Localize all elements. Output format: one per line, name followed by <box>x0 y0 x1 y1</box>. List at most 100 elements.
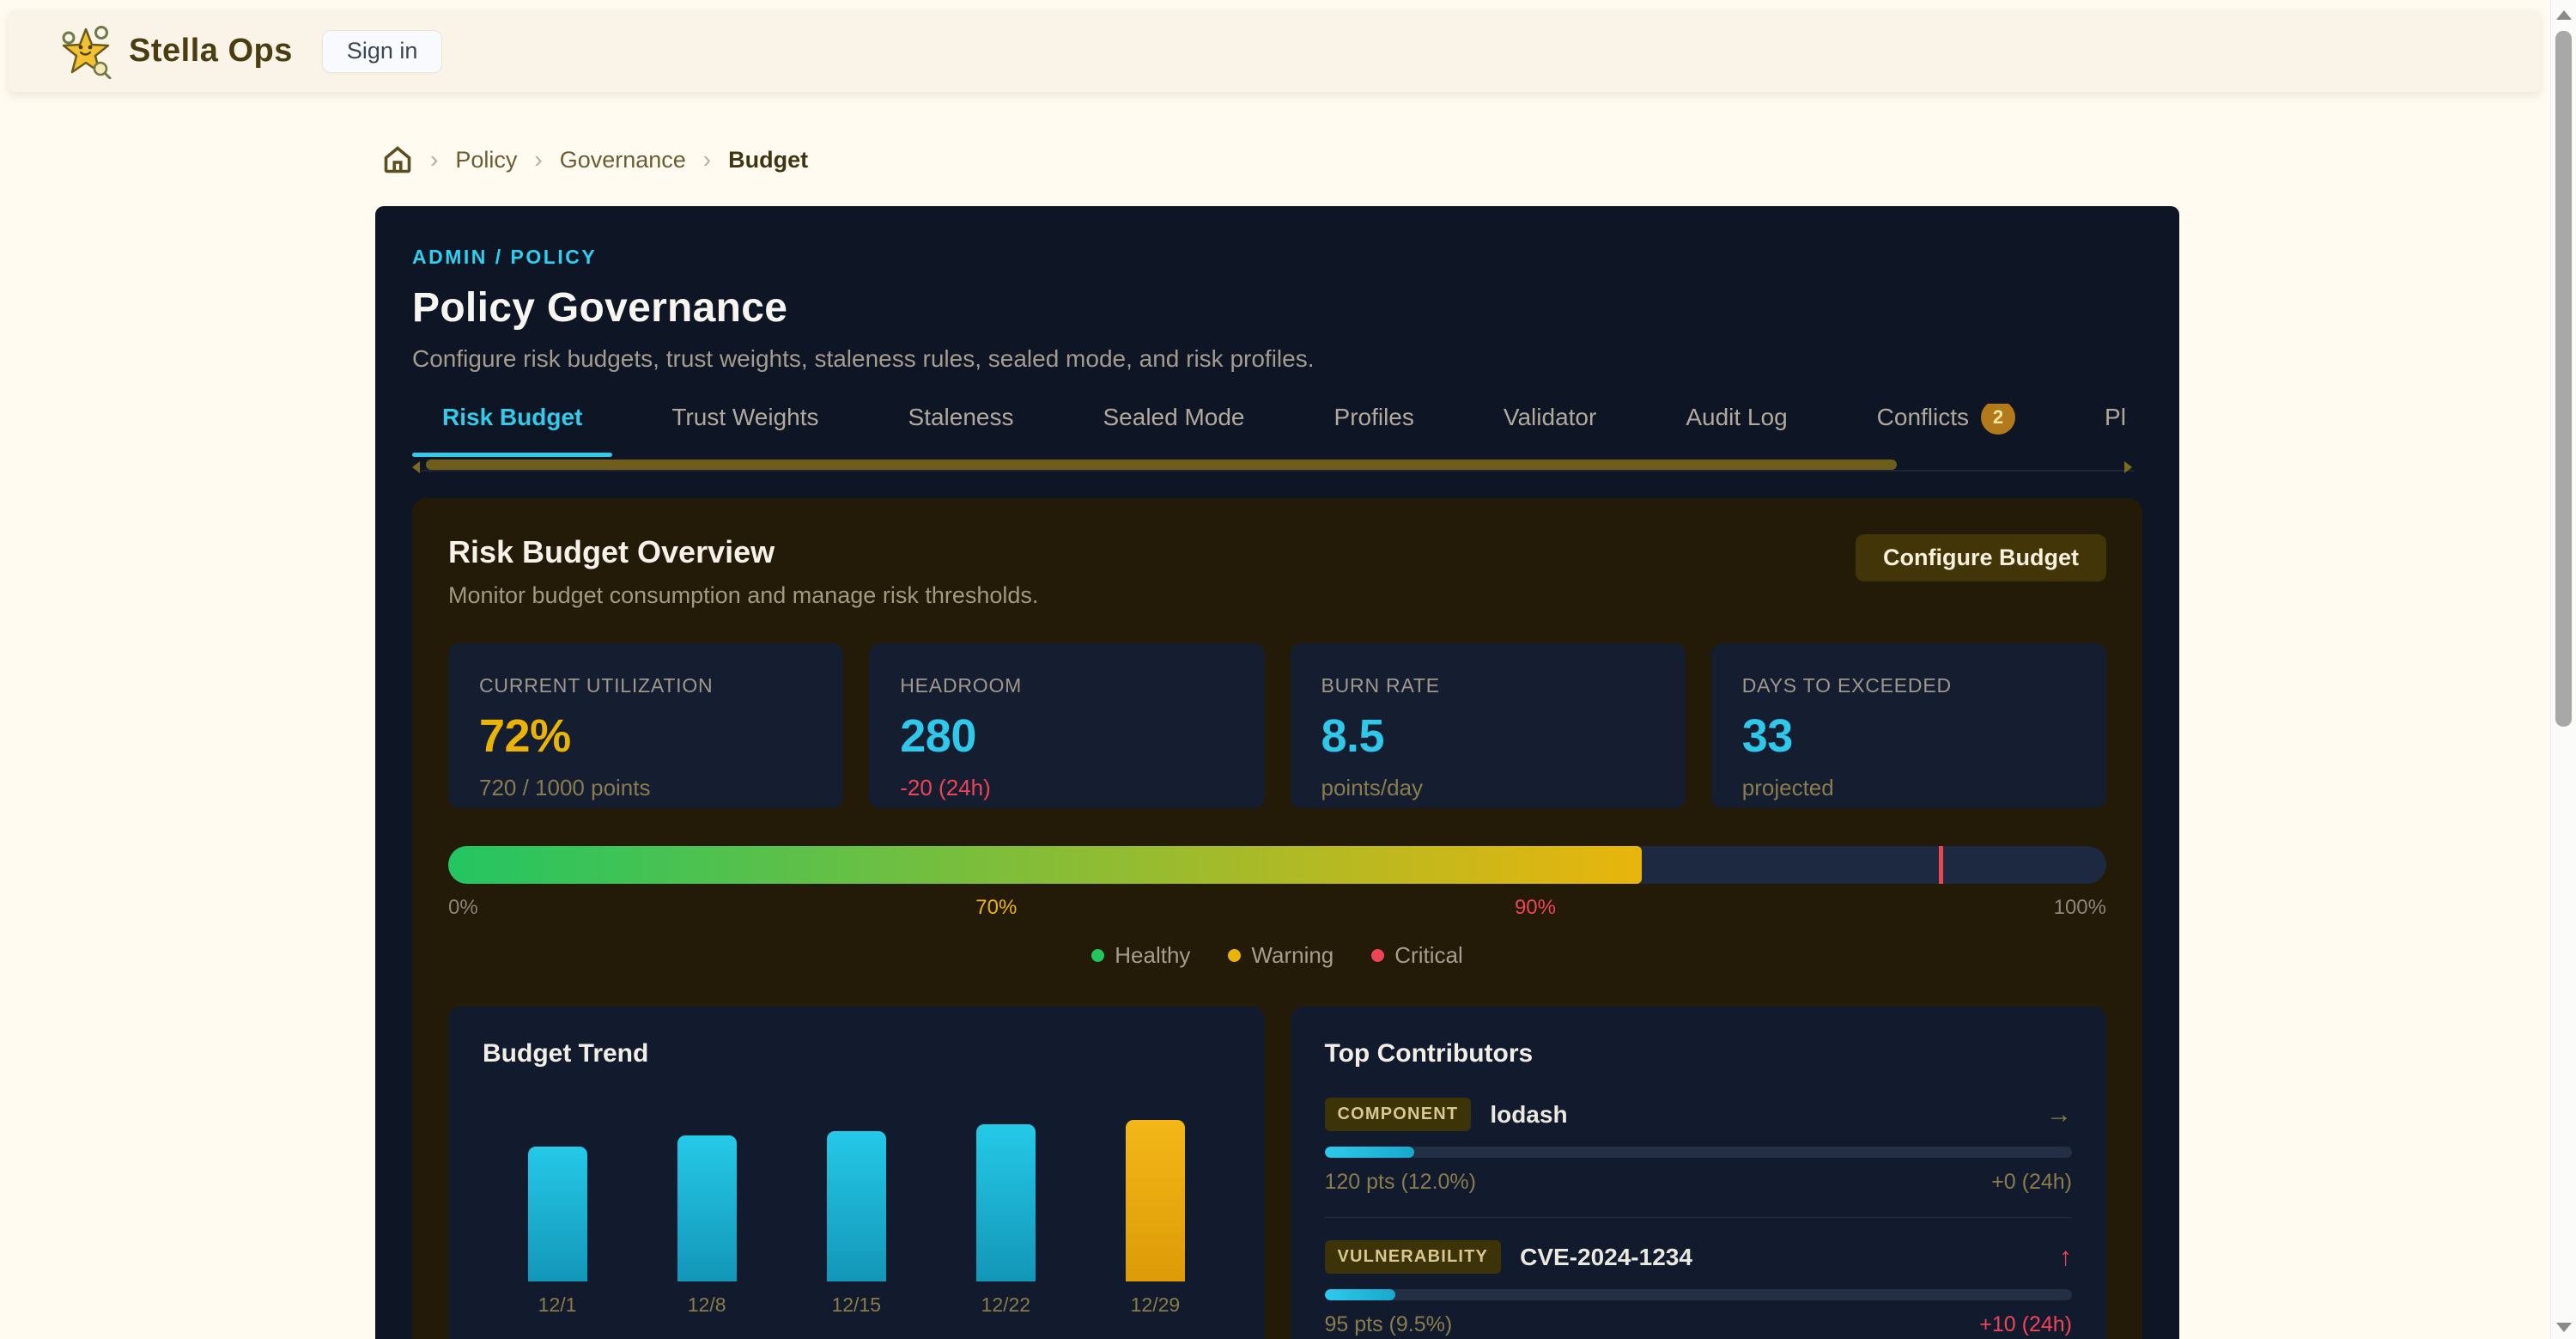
breadcrumb-policy[interactable]: Policy <box>455 147 517 173</box>
scroll-left-arrow-icon[interactable] <box>412 461 420 473</box>
tab-label: Trust Weights <box>671 404 818 431</box>
tabs-scrollbar-track[interactable] <box>421 470 2134 472</box>
contributors-list: COMPONENTlodash→120 pts (12.0%)+0 (24h)V… <box>1325 1098 2073 1339</box>
budget-trend-card: Budget Trend 12/112/812/1512/2212/29 <box>448 1007 1265 1339</box>
contributor-points: 120 pts (12.0%) <box>1325 1170 1477 1195</box>
stat-label: HEADROOM <box>900 674 1233 697</box>
stats-grid: CURRENT UTILIZATION72%720 / 1000 pointsH… <box>448 643 2106 808</box>
configure-budget-button[interactable]: Configure Budget <box>1856 534 2106 581</box>
trend-bar-label: 12/1 <box>493 1293 622 1317</box>
conflicts-count-badge: 2 <box>1981 404 2015 435</box>
stat-label: DAYS TO EXCEEDED <box>1742 674 2075 697</box>
scrollbar-down-arrow-icon[interactable] <box>2556 1323 2572 1332</box>
top-contributors-card: Top Contributors COMPONENTlodash→120 pts… <box>1291 1007 2107 1339</box>
overview-subtitle: Monitor budget consumption and manage ri… <box>448 582 1038 609</box>
tab-label: Pl <box>2105 404 2126 431</box>
tab-conflicts[interactable]: Conflicts 2 <box>1847 404 2045 457</box>
browser-viewport: Stella Ops Sign in › Policy › Governance… <box>0 0 2576 1339</box>
trend-bar-slot <box>642 1135 771 1281</box>
legend-dot-icon <box>1228 949 1241 962</box>
sign-in-button[interactable]: Sign in <box>322 30 443 73</box>
scrollbar-up-arrow-icon[interactable] <box>2556 10 2572 20</box>
budget-trend-title: Budget Trend <box>483 1039 1230 1068</box>
threshold-label-0: 0% <box>448 896 478 920</box>
budget-trend-chart <box>483 1087 1230 1281</box>
trend-bar-12-29 <box>1126 1120 1185 1281</box>
tab-label: Sealed Mode <box>1103 404 1245 431</box>
tab-label: Profiles <box>1334 404 1414 431</box>
tab-label: Risk Budget <box>442 404 582 431</box>
contributor-row-lodash[interactable]: COMPONENTlodash→ <box>1325 1098 2073 1131</box>
trend-bar-slot <box>792 1131 920 1281</box>
page-subtitle: Configure risk budgets, trust weights, s… <box>412 345 2142 373</box>
tab-label: Conflicts <box>1877 404 1969 431</box>
trend-bar-12-22 <box>976 1124 1036 1281</box>
brand[interactable]: Stella Ops <box>58 24 293 79</box>
contributor-progress-track <box>1325 1289 2073 1300</box>
admin-policy-eyebrow: ADMIN / POLICY <box>412 246 2142 269</box>
stat-card-headroom: HEADROOM 280 -20 (24h) <box>869 643 1264 808</box>
tab-trust-weights[interactable]: Trust Weights <box>641 404 848 457</box>
breadcrumb: › Policy › Governance › Budget <box>382 144 808 175</box>
trend-bar-label: 12/8 <box>642 1293 771 1317</box>
tab-label: Validator <box>1504 404 1596 431</box>
tab-profiles[interactable]: Profiles <box>1304 404 1444 457</box>
breadcrumb-governance[interactable]: Governance <box>560 147 686 173</box>
scroll-right-arrow-icon[interactable] <box>2124 461 2132 473</box>
trend-bar-slot <box>493 1147 622 1281</box>
page-background: Stella Ops Sign in › Policy › Governance… <box>0 0 2550 1339</box>
browser-scrollbar[interactable] <box>2550 0 2576 1339</box>
legend-label: Critical <box>1394 942 1462 969</box>
contributor-type-badge: COMPONENT <box>1325 1098 1472 1131</box>
contributor-delta-24h: +0 (24h) <box>1991 1170 2072 1195</box>
threshold-label-70: 70% <box>975 896 1017 920</box>
legend-dot-icon <box>1371 949 1384 962</box>
tab-audit-log[interactable]: Audit Log <box>1656 404 1817 457</box>
trend-up-arrow-icon: ↑ <box>2059 1243 2072 1272</box>
tab-label: Audit Log <box>1686 404 1787 431</box>
tab-risk-budget[interactable]: Risk Budget <box>412 404 612 457</box>
overview-heading-block: Risk Budget Overview Monitor budget cons… <box>448 534 1038 609</box>
contributor-row-cve-2024-1234[interactable]: VULNERABILITY CVE-2024-1234 ↑ <box>1325 1240 2073 1274</box>
budget-trend-x-labels: 12/112/812/1512/2212/29 <box>483 1293 1230 1317</box>
tabs-scrollbar-thumb[interactable] <box>426 460 1897 470</box>
status-legend: Healthy Warning Critical <box>448 942 2106 969</box>
stat-subtext: projected <box>1742 775 2075 801</box>
threshold-labels: 0%70%90%100% <box>448 896 2106 920</box>
utilization-progress-bar <box>448 846 2106 884</box>
stat-card-burn-rate: BURN RATE8.5points/day <box>1291 643 1686 808</box>
browser-scrollbar-thumb[interactable] <box>2555 31 2572 727</box>
stat-value: 280 <box>900 709 1233 763</box>
policy-governance-panel: ADMIN / POLICY Policy Governance Configu… <box>375 206 2179 1339</box>
trend-bar-12-15 <box>827 1131 886 1281</box>
tab-validator[interactable]: Validator <box>1473 404 1626 457</box>
threshold-label-100: 100% <box>2054 896 2106 920</box>
stat-subtext: 720 / 1000 points <box>479 775 812 801</box>
chevron-right-icon: › <box>534 146 542 173</box>
contributor-progress-fill <box>1325 1289 1396 1300</box>
contributor-name: lodash <box>1490 1101 1567 1129</box>
stat-card-days-to-exceeded: DAYS TO EXCEEDED 33 projected <box>1711 643 2106 808</box>
legend-item-warning: Warning <box>1228 942 1334 969</box>
tab-pl[interactable]: Pl <box>2075 404 2142 457</box>
contributor-type-badge: VULNERABILITY <box>1325 1240 1502 1274</box>
stat-card-current-utilization: CURRENT UTILIZATION72%720 / 1000 points <box>448 643 843 808</box>
contributor-name: CVE-2024-1234 <box>1520 1244 1692 1271</box>
stat-value: 8.5 <box>1321 709 1655 763</box>
stat-subtext: -20 (24h) <box>900 775 1233 801</box>
breadcrumb-current: Budget <box>728 147 808 173</box>
home-icon[interactable] <box>382 144 413 175</box>
critical-threshold-marker <box>1939 846 1943 884</box>
divider <box>1325 1217 2073 1218</box>
trend-bar-slot <box>941 1124 1070 1281</box>
contributor-delta-24h: +10 (24h) <box>1979 1312 2072 1337</box>
trend-bar-label: 12/29 <box>1091 1293 1219 1317</box>
tab-sealed-mode[interactable]: Sealed Mode <box>1073 404 1275 457</box>
tab-staleness[interactable]: Staleness <box>878 404 1044 457</box>
page-title: Policy Governance <box>412 284 2142 332</box>
stat-value: 33 <box>1742 709 2075 763</box>
stat-value: 72% <box>479 709 812 763</box>
legend-item-healthy: Healthy <box>1091 942 1190 969</box>
legend-label: Warning <box>1251 942 1334 969</box>
tabs-bar: Risk Budget Trust Weights Staleness Sealed … <box>412 404 2142 457</box>
